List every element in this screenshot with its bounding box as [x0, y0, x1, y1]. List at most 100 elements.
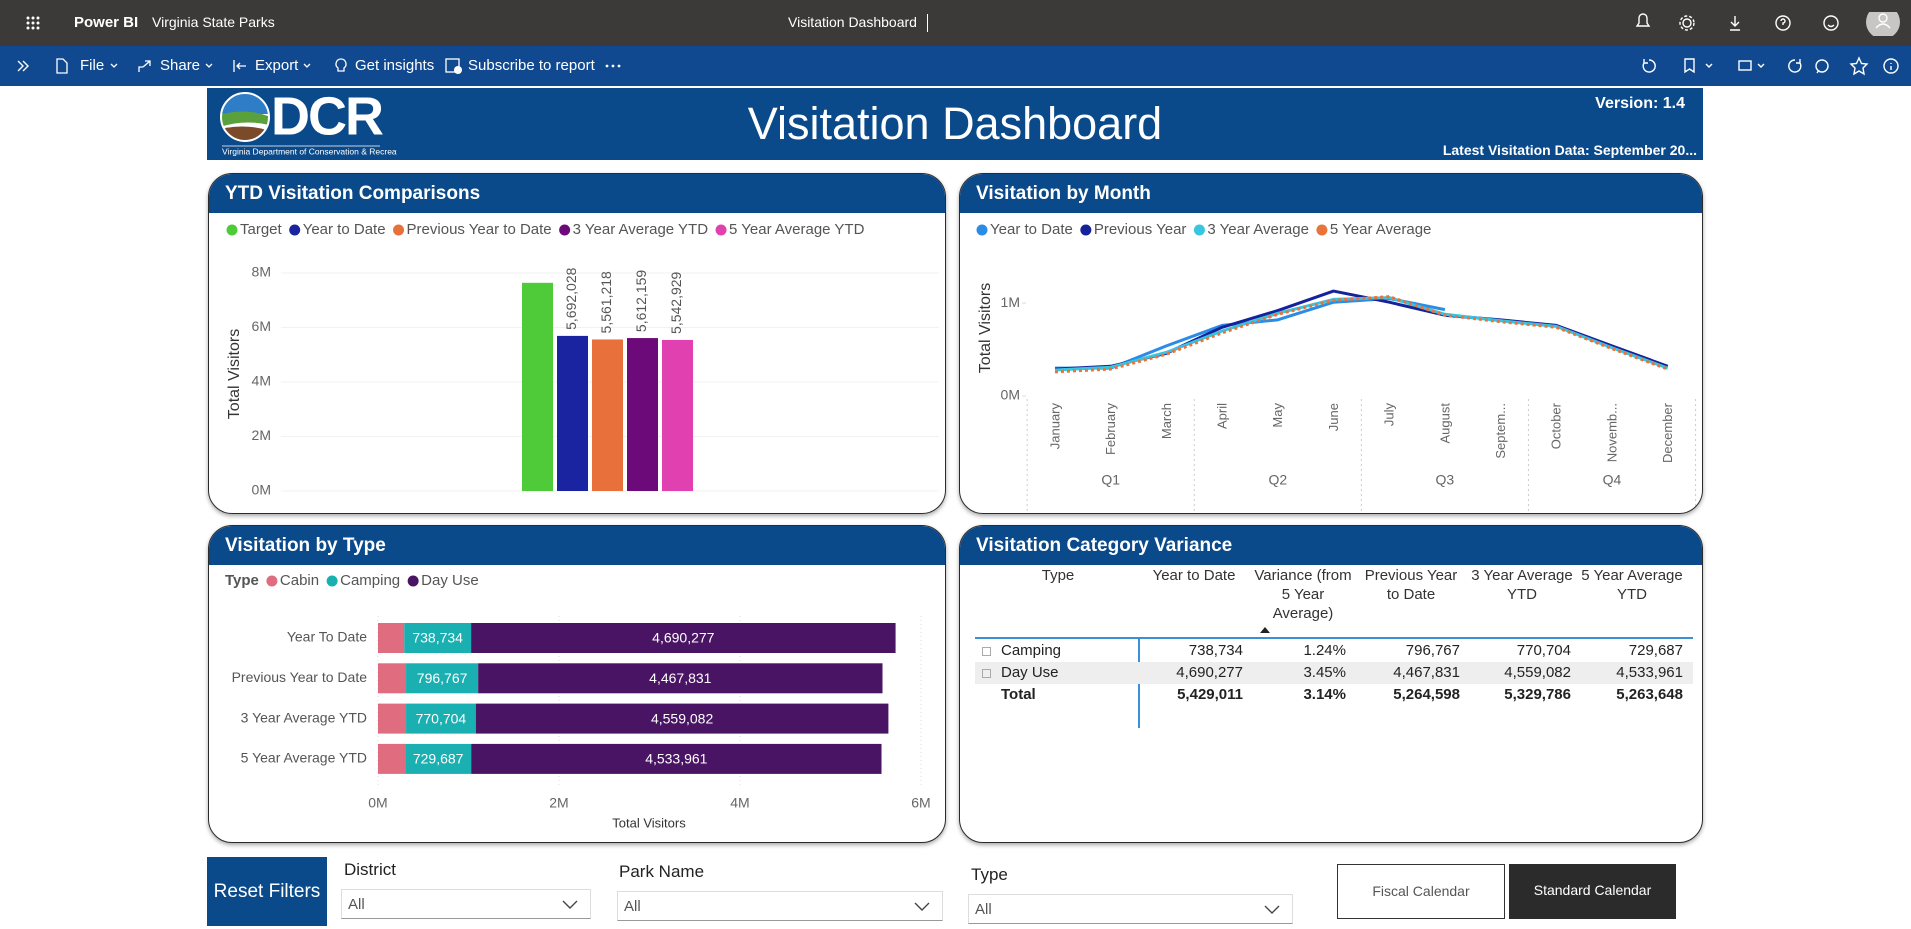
more-button[interactable]	[605, 63, 621, 69]
app-name[interactable]: Power BI	[74, 14, 139, 31]
legend-label: Year to Date	[303, 221, 386, 238]
toolbar-icons[interactable]	[1640, 56, 1900, 76]
legend-label: Target	[240, 221, 283, 238]
slicer-dropdown[interactable]: All	[341, 889, 591, 919]
insights-button[interactable]: Get insights	[355, 57, 435, 74]
data-label: 796,767	[417, 670, 468, 686]
y-tick-label: 8M	[252, 264, 271, 280]
share-menu[interactable]: Share	[160, 57, 201, 74]
cell: 5,264,598	[1393, 686, 1460, 703]
column-header[interactable]: 5 Year Average YTD	[1581, 567, 1683, 603]
column-header[interactable]: 3 Year Average YTD	[1471, 567, 1573, 603]
bar	[662, 339, 693, 491]
reset-filters-button[interactable]: Reset Filters	[207, 857, 327, 926]
slicer-dropdown[interactable]: All	[617, 891, 943, 921]
data-label: 738,734	[412, 630, 463, 646]
expand-button[interactable]	[982, 647, 991, 656]
type-panel: 0M 2M 4M 6M Total Visitors Type Cabin Camping Da…	[208, 525, 946, 843]
row-label: Camping	[1001, 642, 1062, 659]
legend-swatch	[393, 224, 405, 236]
cell: 4,533,961	[1616, 664, 1683, 681]
x-tick-label: May	[1270, 403, 1285, 428]
export-menu[interactable]: Export	[255, 57, 299, 74]
subscribe-icon	[445, 58, 462, 74]
legend-label: Day Use	[421, 572, 479, 589]
app-launcher-icon[interactable]	[26, 16, 40, 30]
row-label: Total	[1001, 686, 1036, 703]
data-label: 729,687	[413, 751, 464, 767]
legend-label: Year to Date	[990, 221, 1073, 238]
month-chart: 0M 1M Total Visitors Year to Date Previous Y…	[976, 221, 1697, 512]
x-tick-label: October	[1549, 402, 1564, 449]
expand-button[interactable]	[982, 669, 991, 678]
legend-label: Camping	[340, 572, 400, 589]
legend-swatch	[1193, 224, 1205, 236]
expand-icon[interactable]	[16, 59, 30, 73]
cell: 3.45%	[1303, 664, 1346, 681]
bar-segment	[378, 623, 405, 653]
file-menu[interactable]: File	[80, 57, 105, 74]
line-series	[1054, 295, 1669, 374]
bar-segment	[471, 623, 896, 653]
dropdown-chevron	[914, 902, 930, 911]
column-header[interactable]: Previous Year to Date	[1364, 567, 1458, 603]
x-tick-label: Septem...	[1493, 403, 1508, 459]
x-tick-label: July	[1382, 403, 1397, 427]
variance-panel: Visitation Category Variance Type Year to…	[959, 525, 1703, 843]
latest-data: Latest Visitation Data: September 20...	[1442, 142, 1697, 158]
legend-title: Type	[225, 572, 259, 589]
y-tick-label: Year To Date	[287, 629, 367, 645]
legend-swatch	[976, 224, 988, 236]
slicer-dropdown[interactable]: All	[968, 894, 1293, 924]
x-tick-label: December	[1660, 402, 1675, 463]
share-icon	[138, 60, 151, 72]
column-header[interactable]: Type	[1041, 567, 1075, 584]
column-header[interactable]: Year to Date	[1152, 567, 1236, 584]
line-series	[1055, 297, 1446, 370]
bar-segment	[378, 743, 406, 774]
slicer-label: District	[344, 860, 396, 879]
cell: 738,734	[1188, 642, 1243, 659]
data-label: 770,704	[416, 710, 467, 726]
slicer-value: All	[975, 901, 992, 918]
fiscal-calendar-button[interactable]: Fiscal Calendar	[1337, 864, 1505, 919]
cell: 770,704	[1516, 642, 1571, 659]
cell: 5,263,648	[1616, 686, 1683, 703]
x-tick-label: January	[1047, 403, 1062, 450]
quarter-label: Q3	[1436, 472, 1455, 488]
cell: 1.24%	[1303, 642, 1346, 659]
x-tick-label: August	[1437, 403, 1452, 444]
report-name: Visitation Dashboard	[788, 14, 917, 30]
legend-swatch	[559, 224, 571, 236]
y-axis-title: Total Visitors	[977, 283, 994, 373]
legend-swatch	[407, 575, 419, 587]
x-tick-label: February	[1103, 403, 1118, 456]
subscribe-button[interactable]: Subscribe to report	[468, 57, 595, 74]
file-icon	[56, 58, 68, 74]
x-tick-label: March	[1159, 403, 1174, 439]
standard-calendar-button[interactable]: Standard Calendar	[1509, 864, 1676, 919]
y-tick-label: 6M	[252, 318, 271, 334]
bar	[522, 282, 553, 491]
y-tick-label: 3 Year Average YTD	[241, 709, 367, 725]
bar-segment	[471, 743, 882, 774]
y-tick-label: 1M	[1001, 294, 1020, 310]
data-label: 4,690,277	[652, 630, 714, 646]
cursor	[927, 14, 928, 32]
cell: 5,429,011	[1177, 686, 1243, 703]
cell: 796,767	[1405, 642, 1460, 659]
column-header[interactable]: Variance (from 5 Year Average)	[1254, 567, 1352, 622]
x-tick-label: 2M	[549, 795, 568, 811]
dropdown-chevron	[1264, 905, 1280, 914]
header-rule	[975, 637, 1693, 639]
cell: 4,467,831	[1393, 664, 1460, 681]
report-title: Visitation Dashboard	[747, 98, 1163, 149]
y-tick-label: Previous Year to Date	[232, 669, 368, 685]
legend-swatch	[326, 575, 338, 587]
cell: 5,329,786	[1504, 686, 1571, 703]
bar-segment	[406, 703, 476, 734]
legend-swatch	[266, 575, 278, 587]
workspace-name[interactable]: Virginia State Parks	[152, 14, 275, 30]
slicer-value: All	[624, 898, 641, 915]
top-icons[interactable]	[1620, 12, 1910, 36]
